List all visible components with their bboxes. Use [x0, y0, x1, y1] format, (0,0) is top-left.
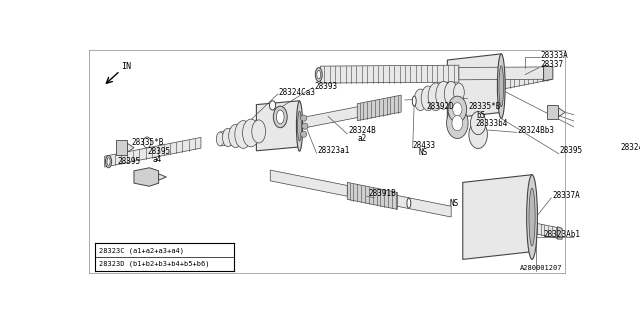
Text: 28324B: 28324B	[348, 126, 376, 135]
Text: 28337A: 28337A	[553, 191, 580, 200]
Text: 28392D: 28392D	[427, 102, 454, 111]
Polygon shape	[557, 227, 562, 239]
Polygon shape	[543, 65, 553, 81]
Ellipse shape	[527, 175, 538, 260]
Text: 28337: 28337	[541, 60, 564, 69]
Ellipse shape	[296, 101, 303, 151]
Ellipse shape	[414, 89, 427, 111]
Ellipse shape	[216, 132, 224, 146]
Text: a2: a2	[357, 134, 367, 143]
Ellipse shape	[428, 83, 444, 111]
Ellipse shape	[317, 70, 321, 79]
Ellipse shape	[436, 82, 451, 109]
Ellipse shape	[273, 106, 287, 128]
Polygon shape	[348, 182, 397, 209]
Text: A280001207: A280001207	[520, 265, 562, 271]
Ellipse shape	[452, 103, 462, 116]
Ellipse shape	[106, 156, 111, 168]
Ellipse shape	[298, 111, 301, 141]
Text: 28333A: 28333A	[541, 51, 568, 60]
Polygon shape	[301, 101, 386, 129]
Polygon shape	[447, 54, 501, 118]
Ellipse shape	[497, 54, 505, 118]
Polygon shape	[503, 69, 551, 89]
Polygon shape	[463, 175, 532, 260]
Ellipse shape	[452, 116, 463, 131]
Ellipse shape	[454, 83, 464, 101]
Ellipse shape	[243, 119, 259, 147]
Ellipse shape	[444, 82, 458, 106]
FancyBboxPatch shape	[116, 140, 127, 156]
FancyBboxPatch shape	[547, 105, 558, 119]
Text: 28323a1: 28323a1	[317, 146, 349, 155]
Ellipse shape	[276, 110, 284, 124]
Polygon shape	[397, 196, 451, 217]
Circle shape	[301, 131, 307, 137]
Text: 28323C (a1+a2+a3+a4): 28323C (a1+a2+a3+a4)	[99, 247, 184, 254]
Text: a4: a4	[152, 155, 162, 164]
Ellipse shape	[252, 120, 266, 143]
Text: 28395: 28395	[147, 147, 170, 156]
Text: 28433: 28433	[413, 141, 436, 150]
Ellipse shape	[316, 68, 322, 82]
Text: 28393: 28393	[314, 82, 337, 91]
Circle shape	[301, 115, 307, 121]
Polygon shape	[257, 101, 300, 151]
Text: IN: IN	[122, 62, 132, 71]
Polygon shape	[357, 95, 401, 121]
Text: 28324Cb2: 28324Cb2	[621, 143, 640, 152]
Ellipse shape	[143, 137, 151, 148]
Polygon shape	[159, 174, 166, 180]
Ellipse shape	[447, 108, 468, 139]
Polygon shape	[134, 168, 159, 186]
Ellipse shape	[469, 121, 488, 148]
Text: 28324Ca3: 28324Ca3	[279, 88, 316, 97]
Text: 28395: 28395	[117, 157, 140, 166]
Text: 28335*B: 28335*B	[468, 102, 500, 111]
Ellipse shape	[499, 66, 504, 107]
Circle shape	[302, 123, 308, 129]
Text: 28333b4: 28333b4	[476, 119, 508, 128]
Text: 28335*B: 28335*B	[132, 138, 164, 147]
Text: 28323D (b1+b2+b3+b4+b5+b6): 28323D (b1+b2+b3+b4+b5+b6)	[99, 260, 209, 267]
Ellipse shape	[529, 188, 535, 246]
Ellipse shape	[448, 96, 467, 122]
Polygon shape	[459, 67, 543, 80]
Ellipse shape	[235, 121, 252, 148]
Polygon shape	[270, 170, 348, 196]
Polygon shape	[534, 223, 557, 238]
Text: 28323Ab1: 28323Ab1	[543, 230, 580, 239]
Text: 28395: 28395	[559, 146, 582, 155]
Ellipse shape	[269, 101, 276, 110]
Ellipse shape	[228, 124, 243, 148]
Ellipse shape	[421, 86, 435, 111]
Text: NS: NS	[450, 199, 459, 208]
Text: 28324Bb3: 28324Bb3	[517, 126, 554, 135]
Ellipse shape	[412, 96, 416, 106]
Ellipse shape	[407, 198, 411, 208]
Polygon shape	[320, 65, 459, 83]
Polygon shape	[105, 137, 201, 167]
Ellipse shape	[223, 128, 234, 147]
Ellipse shape	[107, 158, 110, 165]
Ellipse shape	[470, 112, 486, 135]
Text: NS: NS	[419, 148, 428, 157]
Polygon shape	[127, 143, 134, 152]
Polygon shape	[558, 108, 565, 117]
Text: b5: b5	[476, 111, 485, 120]
Text: 28391B: 28391B	[368, 189, 396, 198]
